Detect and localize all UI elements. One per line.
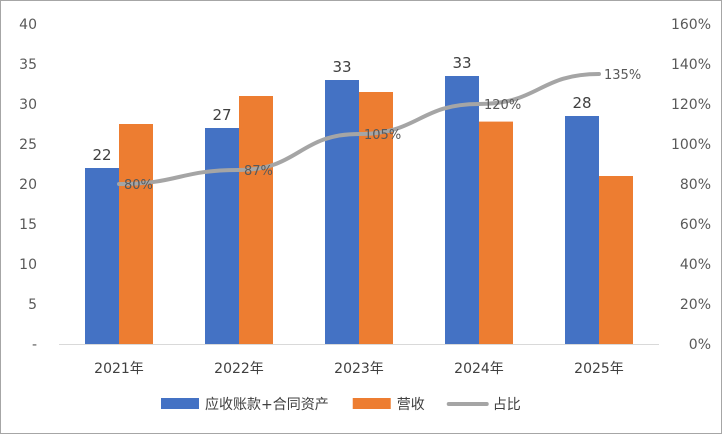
x-category-label: 2025年 xyxy=(574,361,624,377)
y-left-tick-label: 15 xyxy=(19,217,37,233)
legend-swatch xyxy=(352,398,391,409)
bar-data-label: 33 xyxy=(332,58,351,76)
receivables-bar xyxy=(325,80,359,344)
revenue-bar xyxy=(479,121,513,344)
bar-data-label: 33 xyxy=(452,54,471,72)
y-right-tick-label: 0% xyxy=(689,337,711,353)
line-data-label: 120% xyxy=(484,98,521,113)
x-category-label: 2022年 xyxy=(214,361,264,377)
line-data-label: 105% xyxy=(364,128,401,143)
ratio-series-line xyxy=(117,72,601,186)
y-right-tick-label: 60% xyxy=(680,217,711,233)
y-right-tick-label: 40% xyxy=(680,257,711,273)
x-category-label: 2024年 xyxy=(454,361,504,377)
y-right-tick-label: 80% xyxy=(680,177,711,193)
line-data-label: 80% xyxy=(124,178,153,193)
x-category-label: 2021年 xyxy=(94,361,144,377)
receivables-bar xyxy=(205,128,239,344)
y-right-tick-label: 100% xyxy=(671,137,711,153)
bar-data-label: 22 xyxy=(92,146,111,164)
receivables-bar xyxy=(445,76,479,344)
y-left-tick-label: 5 xyxy=(28,297,37,313)
y-left-tick-label: 20 xyxy=(19,177,37,193)
bar-data-label: 28 xyxy=(572,94,591,112)
line-data-label: 87% xyxy=(244,164,273,179)
y-right-tick-label: 160% xyxy=(671,17,711,33)
y-right-tick-label: 20% xyxy=(680,297,711,313)
revenue-bar xyxy=(239,96,273,344)
y-left-tick-label: 25 xyxy=(19,137,37,153)
revenue-bar xyxy=(119,124,153,344)
y-left-tick-label: 30 xyxy=(19,97,37,113)
y-right-tick-label: 140% xyxy=(671,57,711,73)
bar-data-label: 27 xyxy=(212,106,231,124)
y-left-tick-label: 35 xyxy=(19,57,37,73)
y-left-tick-label: - xyxy=(32,337,37,353)
legend-label: 应收账款+合同资产 xyxy=(205,396,329,413)
receivables-bar xyxy=(565,116,599,344)
x-category-label: 2023年 xyxy=(334,361,384,377)
y-right-tick-label: 120% xyxy=(671,97,711,113)
line-data-label: 135% xyxy=(604,68,641,83)
legend-swatch xyxy=(161,398,199,409)
legend-label: 占比 xyxy=(493,397,521,413)
legend-label: 营收 xyxy=(397,397,425,413)
receivables-bar xyxy=(85,168,119,344)
y-left-tick-label: 10 xyxy=(19,257,37,273)
y-left-tick-label: 40 xyxy=(19,17,37,33)
revenue-bar xyxy=(599,176,633,344)
